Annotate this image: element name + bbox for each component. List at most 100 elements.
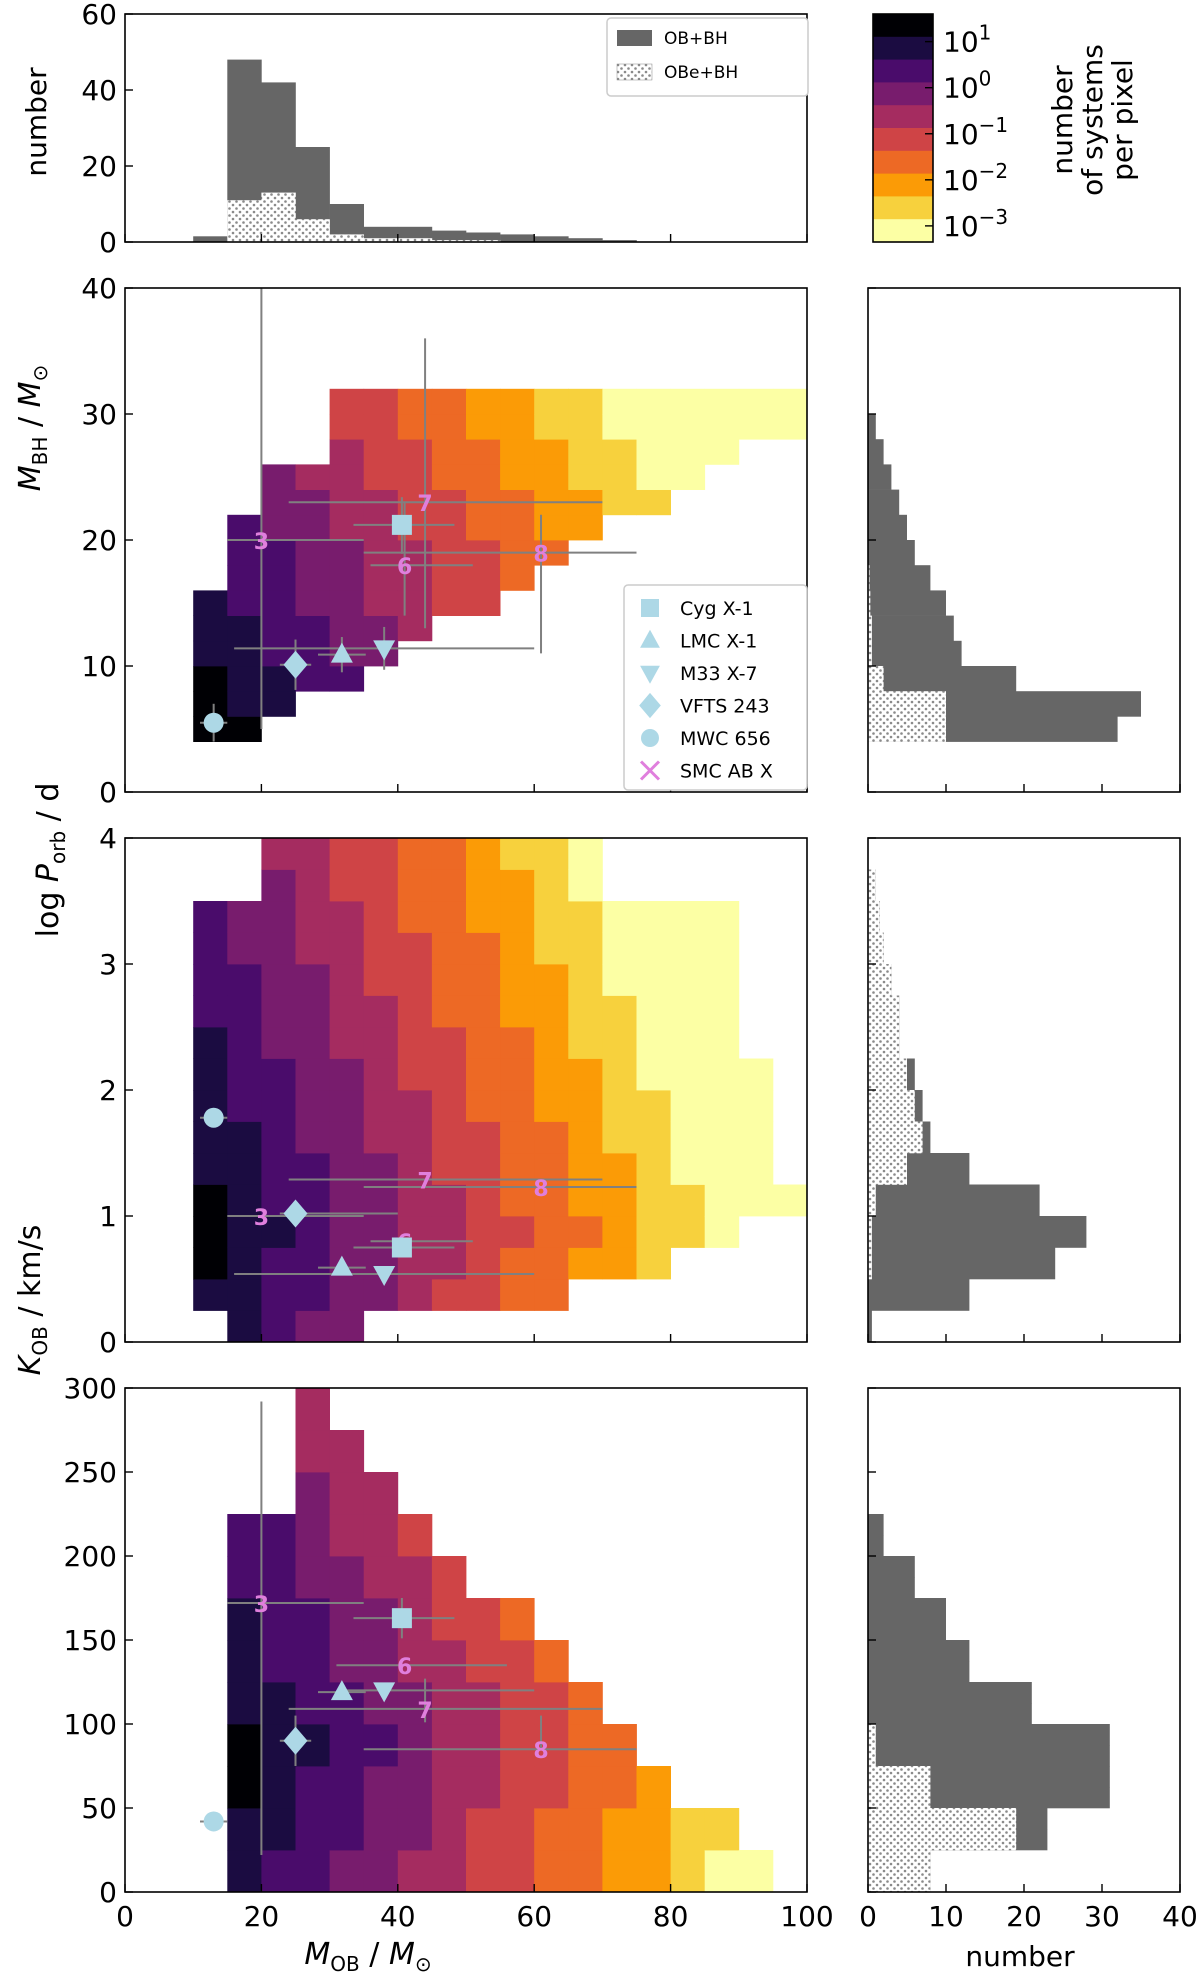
heatmap-cell xyxy=(227,1310,262,1343)
heatmap-cell xyxy=(602,1090,637,1122)
heatmap-cell xyxy=(329,1058,365,1091)
heatmap-cell xyxy=(431,1724,467,1767)
heatmap-cell xyxy=(329,964,365,996)
heatmap-cell xyxy=(670,1216,706,1248)
heatmap-cell xyxy=(329,901,365,933)
heatmap-cell xyxy=(193,1184,228,1217)
top-hist-frame xyxy=(124,13,808,243)
heatmap-cell xyxy=(670,932,706,965)
heatmap-cell xyxy=(500,901,535,933)
colorbar-ticklabel: 10−2 xyxy=(943,159,1008,197)
heatmap-cell xyxy=(500,1640,535,1683)
colorbar-segment xyxy=(873,59,933,83)
heatmap-cell xyxy=(329,869,365,902)
heatmap-cell xyxy=(261,1090,296,1122)
heatmap-cell xyxy=(670,1850,706,1893)
heatmap-cell xyxy=(397,565,433,591)
heatmap-cell xyxy=(261,1556,296,1599)
heatmap-cell xyxy=(295,1472,330,1515)
heatmap-cell xyxy=(227,514,262,541)
legend-frame xyxy=(606,17,809,97)
heatmap-cell xyxy=(466,964,501,996)
top-hist-y-ticklabel: 0 xyxy=(99,226,117,259)
right-hist-bar-obe-bh xyxy=(868,640,872,667)
heatmap-cell xyxy=(295,565,330,591)
obs-legend-label: M33 X-7 xyxy=(680,663,758,685)
system-number-label: 8 xyxy=(533,1177,548,1202)
heatmap-cell xyxy=(670,414,706,440)
heatmap-cell xyxy=(500,1598,535,1641)
colorbar-segment xyxy=(873,36,933,61)
heatmap-cell xyxy=(466,1724,501,1767)
heatmap-cell xyxy=(636,1216,671,1248)
heatmap-cell xyxy=(500,565,535,591)
heatmap-cell xyxy=(431,1682,467,1725)
heatmap-cell xyxy=(466,1279,501,1311)
colorbar-segment xyxy=(873,128,933,152)
heatmap-cell xyxy=(738,1121,774,1154)
heatmap-cell xyxy=(431,1058,467,1091)
heatmap-cell xyxy=(602,1121,637,1154)
marker-vfts-243 xyxy=(283,650,308,679)
colorbar-label: number of systems per pixel xyxy=(1046,44,1139,196)
heatmap-cell xyxy=(568,1247,603,1280)
system-number-label: 8 xyxy=(533,1739,548,1764)
heatmap-cell xyxy=(602,1850,637,1893)
heatmap-cell xyxy=(670,1184,706,1217)
heatmap-cell xyxy=(431,1766,467,1809)
heatmap-cell xyxy=(500,932,535,965)
heatmap-cell xyxy=(568,964,603,996)
heatmap-cell xyxy=(397,1850,433,1893)
right-hist-bar-obe-bh xyxy=(868,590,871,616)
heatmap-cell xyxy=(261,464,296,490)
heatmap-y-ticklabel: 40 xyxy=(81,272,117,305)
heatmap-cell xyxy=(363,1766,399,1809)
heatmap-cell xyxy=(227,1058,262,1091)
heatmap-cell xyxy=(636,439,671,465)
colorbar-segment xyxy=(873,82,933,106)
heatmap-cell xyxy=(227,666,262,692)
top-hist-bar-obe-bh xyxy=(397,238,433,242)
heatmap-cell xyxy=(670,901,706,933)
heatmap-cell xyxy=(602,1153,637,1185)
heatmap-cell xyxy=(363,964,399,996)
heatmap-cell xyxy=(261,1310,296,1343)
heatmap-cell xyxy=(636,964,671,996)
heatmap-cell xyxy=(670,1090,706,1122)
top-hist-bar-ob-bh xyxy=(602,240,637,242)
right-hist-bar-obe-bh xyxy=(868,1745,876,1767)
right-hist-bar-obe-bh xyxy=(868,1121,923,1154)
heatmap-cell xyxy=(500,414,535,440)
right-hist-x-ticklabel: 30 xyxy=(1084,1900,1120,1933)
heatmap-cell xyxy=(636,388,671,415)
right-hist-bar-ob-bh xyxy=(868,1661,970,1683)
heatmap-cell xyxy=(772,388,808,415)
heatmap-cell xyxy=(704,1153,740,1185)
observed-systems-legend: Cyg X-1 LMC X-1 M33 X-7 VFTS 243 MWC 656 SMC … xyxy=(623,584,808,791)
heatmap-cell xyxy=(431,590,467,616)
heatmap-cell xyxy=(397,615,433,642)
heatmap-cell xyxy=(227,995,262,1028)
heatmap-cell xyxy=(636,1090,671,1122)
heatmap-cell xyxy=(431,439,467,465)
heatmap-cell xyxy=(295,901,330,933)
top-hist-ylabel: number xyxy=(20,67,53,177)
heatmap-cell xyxy=(227,1640,262,1683)
heatmap-cell xyxy=(397,1058,433,1091)
heatmap-cell xyxy=(227,1766,262,1809)
heatmap-y-ticklabel: 30 xyxy=(81,398,117,431)
heatmap-cell xyxy=(397,1121,433,1154)
heatmap-cell xyxy=(704,1121,740,1154)
heatmap-cell xyxy=(568,1216,603,1248)
heatmap-cell xyxy=(329,1850,365,1893)
top-hist-bar-ob-bh xyxy=(431,230,467,242)
heatmap-cell xyxy=(670,1058,706,1091)
heatmap-cell xyxy=(227,1850,262,1893)
right-hist-bar-ob-bh xyxy=(868,1703,1032,1725)
heatmap-cell xyxy=(704,414,740,440)
heatmap-cell xyxy=(431,838,467,870)
heatmap-cell xyxy=(431,1850,467,1893)
heatmap-cell xyxy=(431,1090,467,1122)
right-hist-bar-obe-bh xyxy=(868,1787,931,1809)
